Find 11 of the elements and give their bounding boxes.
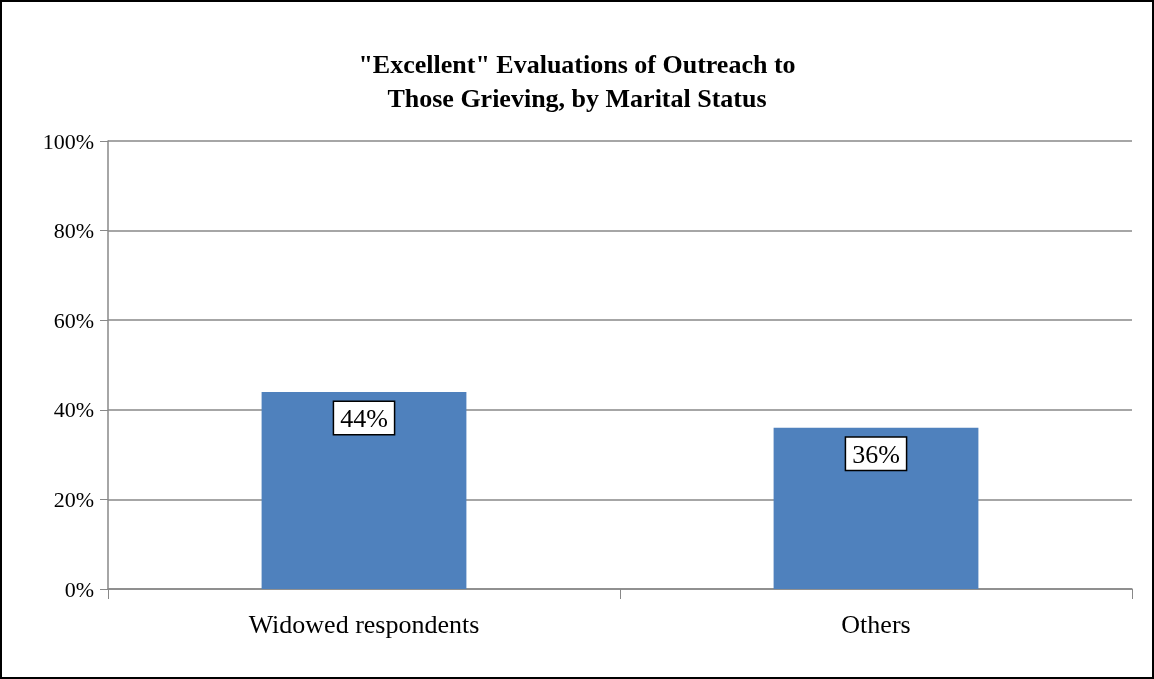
y-tick-label: 20% bbox=[53, 486, 94, 512]
y-tick-label: 100% bbox=[42, 128, 94, 154]
x-tick-label: Others bbox=[841, 609, 911, 639]
y-tick-label: 0% bbox=[64, 576, 94, 602]
y-tick-label: 40% bbox=[53, 397, 94, 423]
x-tick-label: Widowed respondents bbox=[248, 609, 480, 639]
y-tick-label: 80% bbox=[53, 218, 94, 244]
y-tick-label: 60% bbox=[53, 307, 94, 333]
data-label: 44% bbox=[340, 404, 388, 434]
chart-title: "Excellent" Evaluations of Outreach to Those Grieving, by Marital Status bbox=[358, 49, 796, 113]
data-label: 36% bbox=[852, 440, 900, 470]
